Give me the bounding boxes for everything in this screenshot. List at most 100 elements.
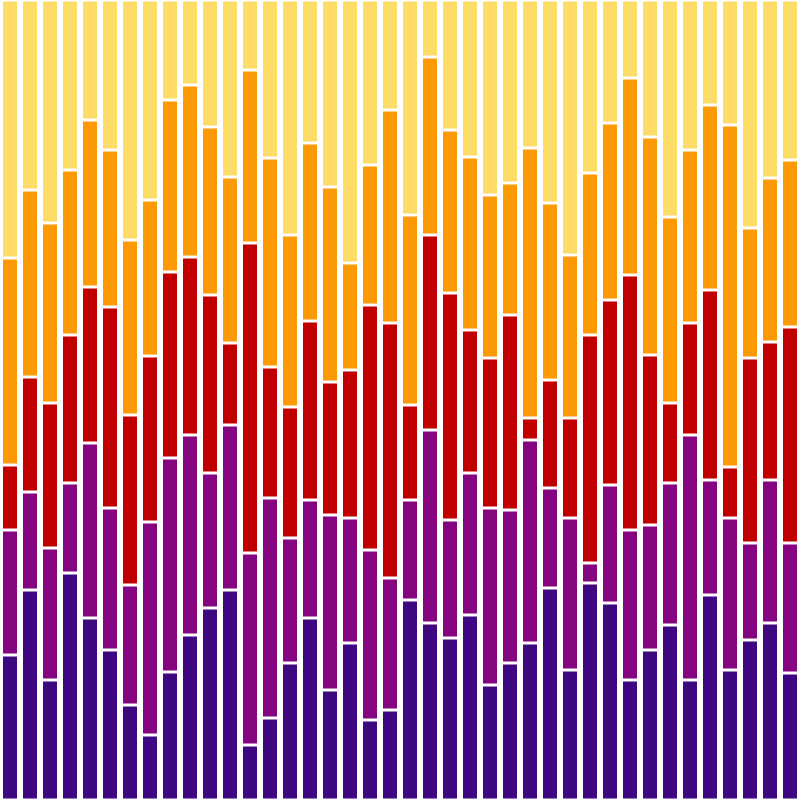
bar-segment <box>20 375 40 494</box>
bar-segment <box>720 516 740 672</box>
bar-segment <box>620 0 640 80</box>
bar-segment <box>160 0 180 102</box>
bar-segment <box>40 401 60 550</box>
bar-segment <box>680 433 700 682</box>
bar-segment <box>540 586 560 800</box>
bar-segment <box>740 638 760 800</box>
bar-segment <box>560 516 580 672</box>
bar-segment <box>720 123 740 469</box>
bar-segment <box>260 156 280 369</box>
bar-segment <box>140 0 160 202</box>
bar-segment <box>20 490 40 592</box>
bar-segment <box>300 141 320 323</box>
bar-segment <box>680 678 700 800</box>
bar-segment <box>320 513 340 692</box>
bar-segment <box>280 661 300 800</box>
bar-segment <box>760 0 780 180</box>
bar-segment <box>180 633 200 800</box>
bar-segment <box>600 298 620 487</box>
bar-segment <box>500 181 520 317</box>
bar-segment <box>440 518 460 640</box>
bar-segment <box>280 405 300 540</box>
bar-segment <box>80 616 100 800</box>
bar-segment <box>180 0 200 87</box>
bar-segment <box>540 486 560 590</box>
bar-segment <box>480 506 500 687</box>
bar-segment <box>340 516 360 645</box>
bar-segment <box>200 125 220 297</box>
bar-segment <box>660 623 680 800</box>
bar-segment <box>0 653 20 800</box>
bar-segment <box>240 68 260 245</box>
bar-segment <box>700 593 720 800</box>
bar-segment <box>160 98 180 274</box>
bar-segment <box>740 541 760 642</box>
bar-segment <box>580 0 600 175</box>
bar-segment <box>200 471 220 610</box>
bar-segment <box>100 506 120 652</box>
bar-segment <box>120 703 140 800</box>
bar-segment <box>400 498 420 602</box>
bar-segment <box>720 668 740 800</box>
bar-segment <box>260 0 280 160</box>
bar-segment <box>340 641 360 800</box>
bar-segment <box>300 319 320 502</box>
bar-segment <box>300 616 320 800</box>
bar-segment <box>460 328 480 475</box>
bar-segment <box>480 683 500 800</box>
bar-segment <box>600 0 620 125</box>
bar-segment <box>380 708 400 800</box>
bar-segment <box>200 293 220 475</box>
bar-segment <box>80 0 100 122</box>
bar-segment <box>480 193 500 360</box>
bar-segment <box>640 353 660 527</box>
bar-segment <box>440 636 460 800</box>
bar-segment <box>480 0 500 197</box>
bar-segment <box>500 661 520 800</box>
bar-segment <box>320 0 340 189</box>
bar-segment <box>160 270 180 460</box>
bar-segment <box>120 413 140 587</box>
bar-segment <box>220 588 240 800</box>
bar-segment <box>400 213 420 407</box>
bar-segment <box>680 0 700 152</box>
bar-segment <box>520 146 540 420</box>
bar-segment <box>220 175 240 345</box>
bar-segment <box>500 508 520 665</box>
bar-segment <box>240 551 260 747</box>
bar-segment <box>200 606 220 800</box>
bar-segment <box>100 648 120 800</box>
bar-segment <box>420 0 440 59</box>
bar-segment <box>600 483 620 605</box>
bar-segment <box>220 0 240 179</box>
bar-segment <box>180 83 200 259</box>
bar-segment <box>320 185 340 384</box>
bar-segment <box>560 416 580 520</box>
bar-segment <box>420 621 440 800</box>
bar-segment <box>780 0 800 162</box>
bar-segment <box>600 121 620 302</box>
bar-segment <box>40 678 60 800</box>
bar-segment <box>760 340 780 482</box>
bar-segment <box>780 325 800 545</box>
bar-segment <box>540 201 560 382</box>
bar-segment <box>260 716 280 800</box>
bar-segment <box>640 0 660 139</box>
bar-segment <box>680 148 700 325</box>
bar-segment <box>0 256 20 467</box>
bar-segment <box>240 0 260 72</box>
bar-segment <box>700 103 720 292</box>
bar-segment <box>740 0 760 230</box>
bar-segment <box>660 481 680 627</box>
bar-segment <box>760 621 780 800</box>
bar-segment <box>440 0 460 132</box>
bar-segment <box>700 478 720 597</box>
bar-segment <box>340 261 360 372</box>
bar-segment <box>0 463 20 532</box>
bar-segment <box>520 641 540 800</box>
bar-segment <box>160 670 180 800</box>
bar-segment <box>40 221 60 405</box>
bar-segment <box>340 368 360 520</box>
bar-segment <box>20 588 40 800</box>
bar-segment <box>480 356 500 510</box>
